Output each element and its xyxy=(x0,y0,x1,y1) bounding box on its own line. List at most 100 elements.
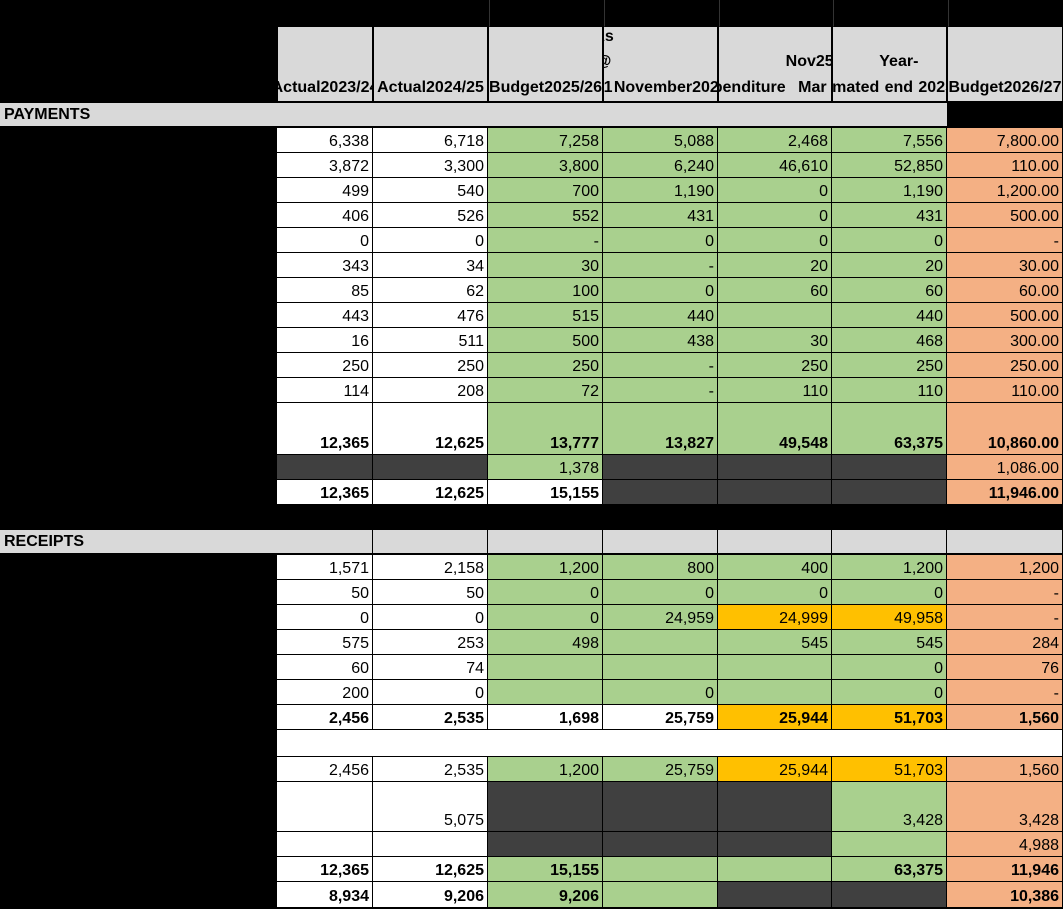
receipts-cell[interactable]: - xyxy=(947,680,1063,705)
summary-cell[interactable]: 11,946 xyxy=(947,857,1063,882)
summary-cell[interactable] xyxy=(718,882,832,908)
summary-cell[interactable]: 3,428 xyxy=(832,782,947,832)
receipts-cell[interactable]: 400 xyxy=(718,555,832,580)
receipts-cell[interactable]: - xyxy=(947,605,1063,630)
payments-cell[interactable]: 468 xyxy=(832,328,947,353)
payments-cell[interactable]: 30 xyxy=(488,253,603,278)
payments-cell[interactable]: 110.00 xyxy=(947,378,1063,403)
payments-cell[interactable]: 30.00 xyxy=(947,253,1063,278)
summary-cell[interactable] xyxy=(603,832,718,857)
payments-cell[interactable]: 49,548 xyxy=(718,403,832,455)
payments-cell[interactable]: 526 xyxy=(373,203,488,228)
summary-cell[interactable] xyxy=(603,882,718,908)
payments-cell[interactable]: 250 xyxy=(277,353,373,378)
summary-cell[interactable]: 25,759 xyxy=(603,757,718,782)
receipts-cell[interactable]: 1,200 xyxy=(488,555,603,580)
payments-cell[interactable]: 511 xyxy=(373,328,488,353)
payments-cell[interactable]: 12,365 xyxy=(277,403,373,455)
payments-cell[interactable]: 63,375 xyxy=(832,403,947,455)
payments-cell[interactable]: 2,468 xyxy=(718,128,832,153)
payments-cell[interactable]: 476 xyxy=(373,303,488,328)
receipts-cell[interactable]: 1,200 xyxy=(947,555,1063,580)
payments-cell[interactable]: 499 xyxy=(277,178,373,203)
receipts-cell[interactable]: 200 xyxy=(277,680,373,705)
payments-cell[interactable]: 250 xyxy=(832,353,947,378)
payments-cell[interactable] xyxy=(832,455,947,480)
payments-cell[interactable]: 6,718 xyxy=(373,128,488,153)
payments-cell[interactable]: 20 xyxy=(832,253,947,278)
summary-cell[interactable] xyxy=(718,832,832,857)
summary-cell[interactable] xyxy=(603,857,718,882)
receipts-cell[interactable]: 76 xyxy=(947,655,1063,680)
payments-cell[interactable]: 250 xyxy=(488,353,603,378)
payments-cell[interactable]: 11,946.00 xyxy=(947,480,1063,505)
summary-cell[interactable] xyxy=(277,832,373,857)
payments-cell[interactable]: 431 xyxy=(832,203,947,228)
receipts-cell[interactable] xyxy=(603,630,718,655)
payments-cell[interactable]: 0 xyxy=(718,228,832,253)
receipts-cell[interactable]: 800 xyxy=(603,555,718,580)
receipts-cell[interactable]: 2,456 xyxy=(277,705,373,730)
receipts-cell[interactable]: 25,944 xyxy=(718,705,832,730)
summary-cell[interactable] xyxy=(603,782,718,832)
payments-cell[interactable]: 431 xyxy=(603,203,718,228)
payments-cell[interactable]: 0 xyxy=(277,228,373,253)
payments-cell[interactable]: 250 xyxy=(718,353,832,378)
payments-cell[interactable]: 110 xyxy=(718,378,832,403)
receipts-cell[interactable] xyxy=(488,655,603,680)
payments-cell[interactable]: 46,610 xyxy=(718,153,832,178)
receipts-cell[interactable]: 2,158 xyxy=(373,555,488,580)
receipts-cell[interactable]: 0 xyxy=(832,655,947,680)
payments-cell[interactable]: 7,800.00 xyxy=(947,128,1063,153)
payments-cell[interactable]: 300.00 xyxy=(947,328,1063,353)
summary-cell[interactable] xyxy=(832,832,947,857)
payments-cell[interactable] xyxy=(603,480,718,505)
summary-cell[interactable]: 9,206 xyxy=(373,882,488,908)
receipts-cell[interactable]: 1,571 xyxy=(277,555,373,580)
payments-cell[interactable]: 250 xyxy=(373,353,488,378)
payments-cell[interactable]: 0 xyxy=(718,178,832,203)
payments-cell[interactable]: 114 xyxy=(277,378,373,403)
receipts-cell[interactable]: 0 xyxy=(832,680,947,705)
payments-cell[interactable]: 85 xyxy=(277,278,373,303)
receipts-cell[interactable]: 0 xyxy=(373,605,488,630)
payments-cell[interactable]: 0 xyxy=(603,278,718,303)
summary-cell[interactable] xyxy=(488,782,603,832)
receipts-cell[interactable]: 24,999 xyxy=(718,605,832,630)
payments-cell[interactable]: 515 xyxy=(488,303,603,328)
summary-cell[interactable]: 12,625 xyxy=(373,857,488,882)
summary-cell[interactable]: 4,988 xyxy=(947,832,1063,857)
payments-cell[interactable]: 443 xyxy=(277,303,373,328)
receipts-cell[interactable]: 1,698 xyxy=(488,705,603,730)
payments-cell[interactable]: - xyxy=(603,378,718,403)
receipts-cell[interactable]: 545 xyxy=(718,630,832,655)
payments-cell[interactable]: 406 xyxy=(277,203,373,228)
payments-cell[interactable]: 34 xyxy=(373,253,488,278)
summary-cell[interactable] xyxy=(277,782,373,832)
payments-cell[interactable]: 16 xyxy=(277,328,373,353)
receipts-cell[interactable]: 2,535 xyxy=(373,705,488,730)
summary-cell[interactable]: 10,386 xyxy=(947,882,1063,908)
payments-cell[interactable]: 0 xyxy=(373,228,488,253)
payments-cell[interactable]: 1,200.00 xyxy=(947,178,1063,203)
payments-cell[interactable]: 30 xyxy=(718,328,832,353)
payments-cell[interactable]: 1,190 xyxy=(603,178,718,203)
summary-cell[interactable]: 25,944 xyxy=(718,757,832,782)
receipts-cell[interactable]: 51,703 xyxy=(832,705,947,730)
receipts-cell[interactable]: 74 xyxy=(373,655,488,680)
payments-cell[interactable]: 500.00 xyxy=(947,303,1063,328)
payments-cell[interactable]: 500 xyxy=(488,328,603,353)
receipts-cell[interactable]: 0 xyxy=(373,680,488,705)
payments-cell[interactable]: 72 xyxy=(488,378,603,403)
payments-cell[interactable]: 60.00 xyxy=(947,278,1063,303)
receipts-cell[interactable]: 575 xyxy=(277,630,373,655)
receipts-cell[interactable]: 0 xyxy=(488,605,603,630)
receipts-cell[interactable]: 284 xyxy=(947,630,1063,655)
summary-cell[interactable] xyxy=(718,857,832,882)
summary-cell[interactable] xyxy=(488,832,603,857)
receipts-cell[interactable] xyxy=(488,680,603,705)
receipts-cell[interactable]: 49,958 xyxy=(832,605,947,630)
payments-cell[interactable]: 7,556 xyxy=(832,128,947,153)
payments-cell[interactable] xyxy=(718,455,832,480)
receipts-cell[interactable]: 0 xyxy=(832,580,947,605)
